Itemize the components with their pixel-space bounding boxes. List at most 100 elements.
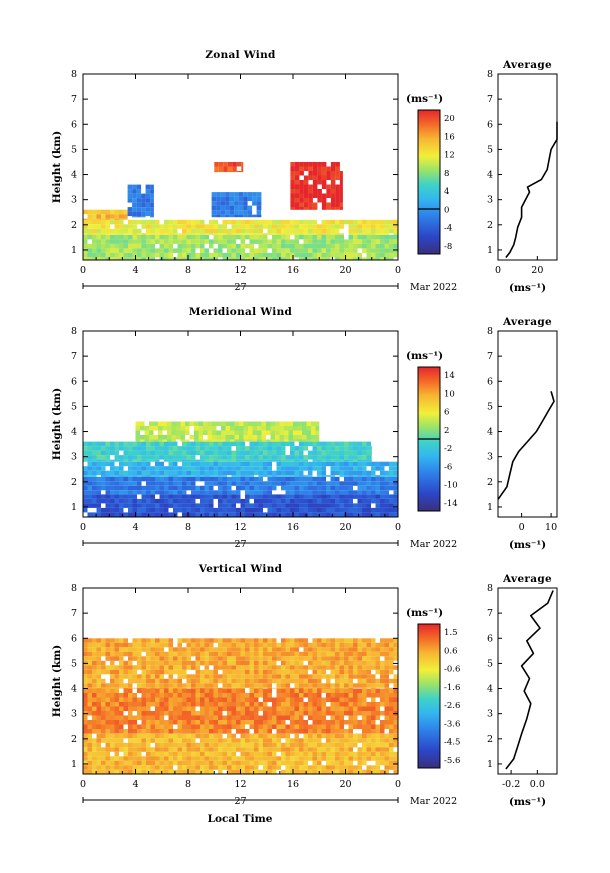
heatmap-cell (144, 426, 149, 431)
heatmap-cell (330, 702, 335, 707)
heatmap-cell (240, 485, 245, 491)
heatmap-cell (92, 224, 97, 229)
heatmap-cell (362, 715, 367, 720)
heatmap-cell (128, 738, 133, 743)
heatmap-cell (317, 459, 322, 462)
heatmap-cell (164, 248, 169, 253)
heatmap-cell (297, 421, 302, 426)
heatmap-cell (240, 742, 245, 748)
heatmap-cell (191, 470, 196, 476)
heatmap-cell (128, 485, 133, 491)
heatmap-cell (254, 687, 259, 689)
heatmap-cell (267, 742, 272, 748)
heatmap-cell (263, 651, 268, 657)
heatmap-cell (285, 706, 290, 711)
heatmap-cell (123, 243, 128, 249)
day-label: 27 (234, 539, 246, 550)
heatmap-cell (191, 450, 196, 456)
heatmap-cell (281, 257, 286, 260)
heatmap-cell (177, 674, 182, 679)
heatmap-cell (254, 466, 259, 471)
heatmap-cell (339, 638, 344, 643)
heatmap-cell (272, 660, 277, 666)
heatmap-cell (249, 475, 254, 477)
heatmap-cell (110, 720, 115, 725)
heatmap-cell (96, 455, 101, 460)
heatmap-cell (123, 642, 128, 648)
heatmap-cell (213, 459, 218, 462)
heatmap-cell (281, 461, 286, 467)
heatmap-cell (204, 485, 209, 491)
heatmap-cell (168, 494, 173, 499)
heatmap-cell (290, 171, 295, 176)
heatmap-cell (150, 490, 155, 495)
heatmap-cell (153, 426, 158, 431)
heatmap-cell (150, 747, 155, 752)
heatmap-cell (293, 421, 298, 426)
profile-y-tick-label: 8 (487, 326, 493, 337)
heatmap-cell (132, 751, 137, 757)
heatmap-cell (380, 461, 385, 467)
heatmap-cell (83, 498, 88, 504)
heatmap-cell (200, 756, 205, 761)
heatmap-cell (263, 239, 268, 244)
heatmap-cell (290, 219, 295, 225)
heatmap-cell (150, 507, 155, 513)
heatmap-cell (227, 481, 232, 486)
heatmap-cell (308, 189, 313, 194)
heatmap-cell (194, 435, 199, 440)
heatmap-cell (281, 638, 286, 643)
heatmap-cell (137, 711, 142, 716)
heatmap-cell (249, 470, 254, 476)
heatmap-cell (294, 234, 299, 240)
heatmap-cell (362, 234, 367, 240)
heatmap-cell (209, 724, 214, 729)
heatmap-cell (164, 470, 169, 476)
heatmap-cell (164, 697, 169, 702)
heatmap-cell (218, 162, 224, 167)
heatmap-cell (384, 687, 389, 689)
heatmap-cell (326, 688, 331, 693)
heatmap-cell (204, 475, 209, 477)
heatmap-cell (146, 498, 151, 504)
heatmap-cell (110, 687, 115, 689)
heatmap-cell (123, 239, 128, 244)
heatmap-cell (339, 751, 344, 757)
heatmap-cell (135, 435, 140, 440)
heatmap-cell (317, 683, 322, 688)
heatmap-cell (146, 724, 151, 729)
heatmap-cell (294, 742, 299, 748)
heatmap-cell (182, 459, 187, 462)
heatmap-cell (204, 660, 209, 666)
heatmap-cell (150, 193, 154, 199)
heatmap-cell (119, 706, 124, 711)
heatmap-cell (96, 252, 101, 258)
heatmap-cell (353, 702, 358, 707)
heatmap-cell (137, 706, 142, 711)
heatmap-cell (254, 693, 259, 698)
heatmap-cell (234, 430, 239, 435)
heatmap-cell (231, 687, 236, 689)
heatmap-cell (200, 660, 205, 666)
heatmap-cell (267, 738, 272, 743)
heatmap-cell (92, 669, 97, 675)
heatmap-cell (222, 678, 227, 684)
heatmap-cell (312, 257, 317, 260)
heatmap-cell (105, 651, 110, 657)
heatmap-cell (344, 742, 349, 748)
heatmap-cell (335, 711, 340, 716)
heatmap-cell (312, 715, 317, 720)
heatmap-cell (159, 647, 164, 652)
heatmap-cell (344, 765, 349, 770)
heatmap-cell (299, 476, 304, 482)
heatmap-cell (299, 248, 304, 253)
heatmap-cell (177, 660, 182, 666)
heatmap-cell (299, 638, 304, 643)
heatmap-cell (267, 243, 272, 249)
heatmap-cell (267, 455, 272, 460)
heatmap-cell (272, 234, 277, 240)
heatmap-cell (290, 239, 295, 244)
heatmap-cell (200, 228, 205, 234)
heatmap-cell (326, 647, 331, 652)
heatmap-cell (119, 756, 124, 761)
